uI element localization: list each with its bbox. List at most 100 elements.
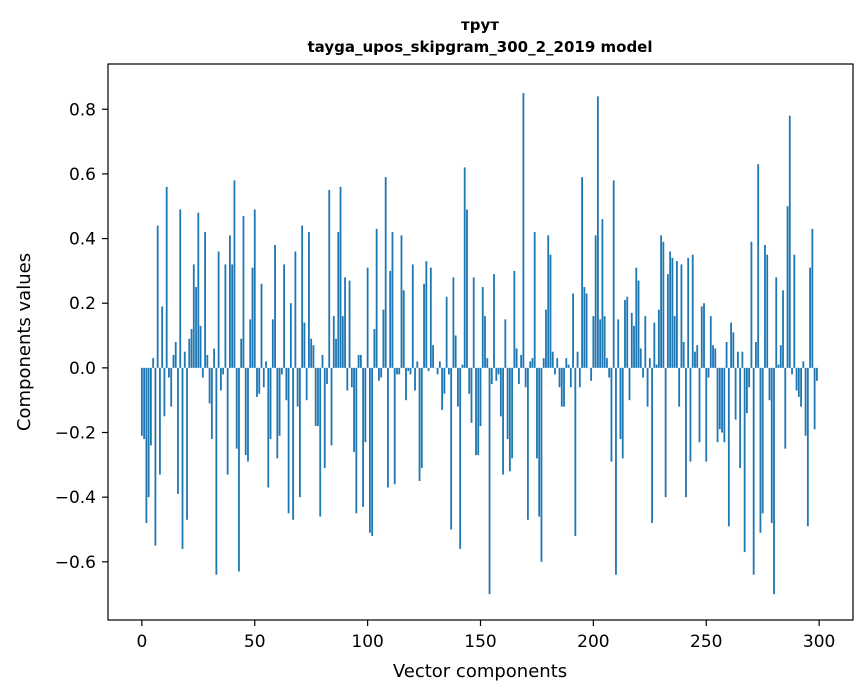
y-tick-label: 0.0 (69, 359, 96, 379)
bar (490, 367, 493, 385)
bar (698, 367, 701, 443)
bar (405, 367, 407, 401)
bar (149, 367, 152, 446)
bar (565, 358, 568, 368)
bar (337, 232, 340, 368)
bar (768, 367, 771, 401)
bar (359, 354, 362, 368)
bar (308, 232, 310, 368)
x-tick-label: 200 (577, 632, 609, 652)
bar (305, 367, 308, 401)
bar (725, 342, 728, 368)
bar (655, 364, 658, 368)
bar (364, 367, 367, 443)
bar (436, 367, 439, 375)
bar (159, 367, 161, 475)
bar (610, 367, 613, 462)
bar (425, 261, 428, 368)
bar (143, 367, 146, 439)
bar (472, 277, 475, 368)
y-tick-label: −0.4 (55, 488, 96, 508)
bar (800, 367, 802, 407)
bar (531, 358, 534, 368)
bar (664, 367, 667, 498)
bar (183, 351, 186, 368)
bar (572, 293, 574, 368)
bar (685, 367, 687, 498)
bar (612, 180, 615, 368)
bar (773, 367, 775, 595)
bar (522, 93, 525, 368)
bar (621, 367, 624, 459)
bar (326, 367, 328, 385)
bar (335, 338, 337, 368)
bar (782, 290, 784, 368)
bar (226, 367, 229, 475)
bar (691, 254, 694, 368)
bar (680, 264, 683, 368)
bar (463, 167, 466, 368)
bar (213, 348, 216, 368)
bar (626, 296, 629, 368)
bar (190, 329, 193, 368)
bar (504, 319, 507, 368)
bar (251, 267, 254, 368)
bar (791, 367, 793, 375)
bar (542, 358, 545, 368)
bar (594, 235, 597, 368)
bar (493, 274, 495, 368)
bar (606, 358, 608, 368)
bar (497, 367, 500, 375)
bar (215, 367, 218, 575)
bar (407, 367, 410, 372)
bar (736, 351, 739, 368)
bar (750, 241, 753, 368)
bar (355, 367, 358, 514)
bar (547, 235, 550, 368)
x-tick-label: 250 (690, 632, 722, 652)
bar (380, 367, 383, 378)
bar (619, 367, 622, 439)
bar (161, 306, 164, 368)
bar (779, 345, 782, 368)
bar (454, 335, 457, 368)
bar (784, 367, 787, 449)
bar (197, 212, 200, 368)
bar (181, 367, 184, 549)
bar (718, 367, 721, 430)
bar (669, 251, 672, 368)
bar (563, 367, 565, 407)
bar (727, 367, 730, 527)
bar (276, 367, 279, 459)
bar (294, 251, 297, 368)
bar (341, 316, 344, 368)
y-tick-label: −0.6 (55, 553, 96, 573)
bar (479, 367, 482, 427)
bar (678, 367, 681, 407)
bar (813, 367, 816, 430)
bar (748, 367, 751, 388)
bar (743, 367, 746, 553)
bar (366, 267, 369, 368)
bar (154, 367, 157, 546)
bar (682, 342, 685, 368)
bar (513, 270, 516, 368)
bar (802, 361, 805, 368)
bar (576, 351, 579, 368)
chart-subtitle: tayga_upos_skipgram_300_2_2019 model (308, 38, 653, 56)
bar (646, 367, 649, 407)
bar (549, 254, 552, 368)
bar (303, 322, 306, 368)
bar (804, 367, 807, 436)
bar (475, 367, 477, 456)
bar (761, 367, 764, 514)
bar (170, 367, 173, 407)
bar (676, 261, 678, 368)
bar (235, 367, 238, 449)
bar (344, 277, 346, 368)
bar (233, 180, 236, 368)
bar (287, 367, 290, 514)
bar (488, 367, 491, 595)
bar (644, 316, 647, 368)
bar (224, 264, 227, 368)
